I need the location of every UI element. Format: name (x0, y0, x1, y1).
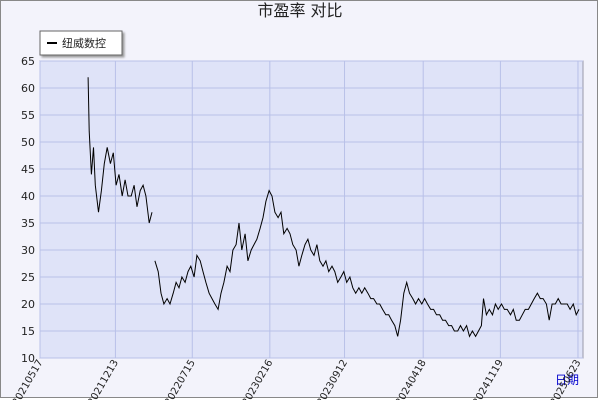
y-tick-label: 40 (21, 190, 35, 203)
y-tick-label: 55 (21, 109, 35, 122)
y-tick-label: 15 (21, 325, 35, 338)
y-tick-label: 30 (21, 244, 35, 257)
y-tick-label: 35 (21, 217, 35, 230)
y-tick-label: 65 (21, 55, 35, 68)
y-tick-label: 10 (21, 352, 35, 365)
y-tick-label: 25 (21, 271, 35, 284)
y-tick-label: 20 (21, 298, 35, 311)
y-tick-label: 50 (21, 136, 35, 149)
data-line (87, 77, 580, 338)
legend-label: 纽威数控 (62, 36, 106, 50)
y-tick-label: 60 (21, 82, 35, 95)
x-axis-label: 日期 (555, 373, 579, 387)
plot-area (39, 60, 584, 359)
chart-title: 市盈率 对比 (257, 1, 342, 20)
y-tick-label: 45 (21, 163, 35, 176)
